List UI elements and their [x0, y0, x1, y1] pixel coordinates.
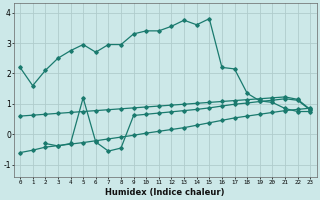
X-axis label: Humidex (Indice chaleur): Humidex (Indice chaleur)	[105, 188, 225, 197]
